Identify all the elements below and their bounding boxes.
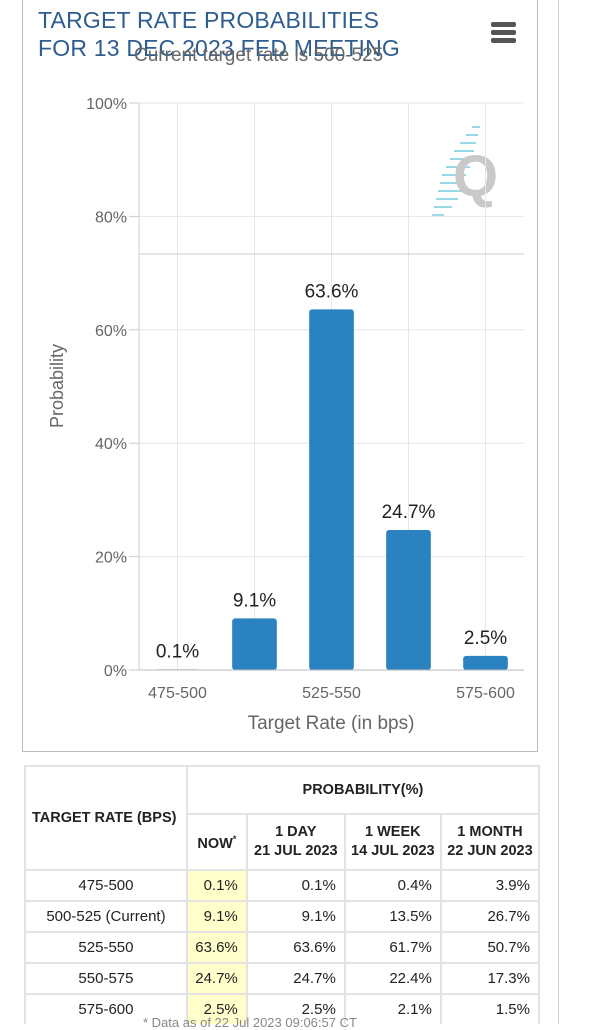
one-day-cell: 0.1%: [245, 869, 346, 902]
now-cell: 2.5%: [185, 993, 248, 1024]
y-axis-title: Probability: [47, 344, 67, 428]
data-timestamp-footnote: * Data as of 22 Jul 2023 09:06:57 CT: [143, 1015, 357, 1030]
x-axis-title: Target Rate (in bps): [248, 713, 415, 734]
x-tick-label: 575-600: [456, 685, 515, 702]
y-tick-label: 20%: [95, 550, 127, 567]
y-tick-label: 0%: [104, 663, 127, 680]
one-month-cell: 17.3%: [439, 962, 540, 995]
col-header-1-day: 1 DAY 21 JUL 2023: [245, 813, 346, 871]
table-row: 525-550 63.6% 63.6% 61.7% 50.7%: [24, 931, 540, 964]
rate-cell: 550-575: [24, 962, 188, 995]
one-day-cell: 24.7%: [245, 962, 346, 995]
bar-550-575: [386, 529, 431, 670]
one-week-cell: 2.1%: [343, 993, 442, 1024]
data-label: 0.1%: [156, 641, 199, 662]
one-week-cell: 13.5%: [343, 900, 442, 933]
col-header-1-month-date: 22 JUN 2023: [447, 843, 533, 859]
probability-table: TARGET RATE (BPS) PROBABILITY(%) NOW* 1 …: [24, 765, 540, 1024]
col-header-1-week-date: 14 JUL 2023: [351, 843, 435, 859]
one-month-cell: 3.9%: [439, 869, 540, 902]
y-grid: [139, 102, 524, 670]
data-label: 63.6%: [305, 281, 359, 302]
data-label: 9.1%: [233, 590, 276, 611]
y-tick-label: 40%: [95, 436, 127, 453]
bar-chart: Q 0% 20% 40% 60% 80% 100% 475-500 525-550 575-6…: [47, 96, 524, 734]
probability-table-container: TARGET RATE (BPS) PROBABILITY(%) NOW* 1 …: [24, 765, 540, 1024]
x-tick-label: 475-500: [148, 685, 207, 702]
bar-525-550: [309, 309, 354, 670]
bar-575-600: [463, 655, 508, 670]
now-cell: 63.6%: [185, 931, 248, 964]
quikstrike-q-logo: Q: [432, 126, 498, 216]
col-header-now: NOW*: [185, 813, 248, 871]
table-row: 550-575 24.7% 24.7% 22.4% 17.3%: [24, 962, 540, 995]
table-row: 575-600 2.5% 2.5% 2.1% 1.5%: [24, 993, 540, 1024]
one-day-cell: 9.1%: [245, 900, 346, 933]
y-axis-ticks: 0% 20% 40% 60% 80% 100%: [86, 96, 139, 680]
col-header-1-month: 1 MONTH 22 JUN 2023: [439, 813, 540, 871]
one-week-cell: 61.7%: [343, 931, 442, 964]
chart-menu-button[interactable]: [486, 18, 520, 48]
one-month-cell: 26.7%: [439, 900, 540, 933]
x-axis-ticks: 475-500 525-550 575-600: [148, 685, 515, 702]
table-row: 500-525 (Current) 9.1% 9.1% 13.5% 26.7%: [24, 900, 540, 933]
page-divider: [558, 0, 559, 1024]
one-month-cell: 1.5%: [439, 993, 540, 1024]
chart-title-line1: TARGET RATE PROBABILITIES: [38, 7, 380, 33]
footnote-mark: *: [232, 834, 237, 845]
data-label: 24.7%: [382, 502, 436, 523]
rate-cell: 525-550: [24, 931, 188, 964]
x-tick-label: 525-550: [302, 685, 361, 702]
rate-cell: 475-500: [24, 869, 188, 902]
chart-title: TARGET RATE PROBABILITIES FOR 13 DEC 202…: [38, 6, 400, 62]
chart-title-line2: FOR 13 DEC 2023 FED MEETING: [38, 35, 400, 61]
data-labels: 0.1% 9.1% 63.6% 24.7% 2.5%: [156, 281, 507, 662]
col-header-1-day-date: 21 JUL 2023: [254, 843, 338, 859]
bars: [155, 309, 508, 670]
y-tick-label: 60%: [95, 323, 127, 340]
target-rate-header: TARGET RATE (BPS): [24, 765, 188, 871]
col-header-1-week-label: 1 WEEK: [365, 824, 421, 840]
probability-header: PROBABILITY(%): [185, 765, 540, 815]
one-week-cell: 22.4%: [343, 962, 442, 995]
now-cell: 24.7%: [185, 962, 248, 995]
one-month-cell: 50.7%: [439, 931, 540, 964]
one-week-cell: 0.4%: [343, 869, 442, 902]
now-cell: 0.1%: [185, 869, 248, 902]
rate-cell: 500-525 (Current): [24, 900, 188, 933]
data-label: 2.5%: [464, 628, 507, 649]
col-header-1-day-label: 1 DAY: [275, 824, 317, 840]
now-cell: 9.1%: [185, 900, 248, 933]
one-day-cell: 63.6%: [245, 931, 346, 964]
col-header-now-label: NOW: [197, 835, 233, 852]
chart-subtitle: Current target rate is 500-525: [134, 45, 384, 66]
col-header-1-month-label: 1 MONTH: [457, 824, 523, 840]
rate-cell: 575-600: [24, 993, 188, 1024]
chart-panel: [22, 0, 538, 752]
y-tick-label: 80%: [95, 209, 127, 226]
bar-500-525: [232, 618, 277, 670]
col-header-1-week: 1 WEEK 14 JUL 2023: [343, 813, 442, 871]
y-tick-label: 100%: [86, 96, 127, 113]
svg-text:Q: Q: [453, 144, 498, 209]
table-row: 475-500 0.1% 0.1% 0.4% 3.9%: [24, 869, 540, 902]
